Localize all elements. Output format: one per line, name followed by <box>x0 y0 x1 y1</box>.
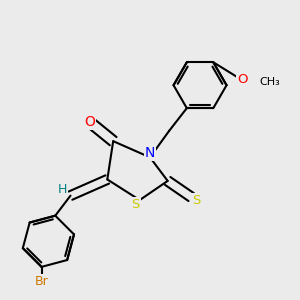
Text: O: O <box>238 73 248 86</box>
Text: N: N <box>145 146 155 160</box>
Text: Br: Br <box>35 275 48 288</box>
Text: O: O <box>84 115 95 129</box>
Text: S: S <box>131 198 140 211</box>
Text: H: H <box>58 183 67 196</box>
Text: S: S <box>192 194 201 207</box>
Text: CH₃: CH₃ <box>259 77 280 87</box>
